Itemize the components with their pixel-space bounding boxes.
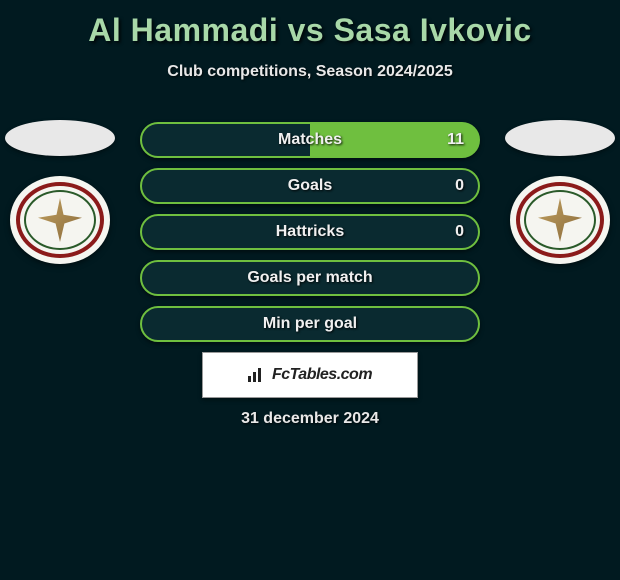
stat-label: Min per goal — [142, 315, 478, 333]
club-badge-emblem — [538, 198, 582, 242]
stat-row: Min per goal — [140, 306, 480, 342]
footer-brand-text: FcTables.com — [272, 366, 372, 384]
bar-chart-icon — [248, 368, 266, 382]
club-badge-emblem — [38, 198, 82, 242]
player-right-club-badge — [510, 176, 610, 264]
player-left-photo-placeholder — [5, 120, 115, 156]
stat-row: Matches11 — [140, 122, 480, 158]
player-left-club-badge — [10, 176, 110, 264]
stat-right-value: 11 — [447, 131, 464, 149]
stat-label: Matches — [142, 131, 478, 149]
stat-right-value: 0 — [455, 223, 464, 241]
page-title: Al Hammadi vs Sasa Ivkovic — [0, 0, 620, 49]
stat-label: Goals — [142, 177, 478, 195]
player-left-panel — [0, 120, 120, 264]
footer-brand-badge: FcTables.com — [202, 352, 418, 398]
stat-right-value: 0 — [455, 177, 464, 195]
stat-row: Goals0 — [140, 168, 480, 204]
stats-table: Matches11Goals0Hattricks0Goals per match… — [140, 122, 480, 352]
stat-row: Goals per match — [140, 260, 480, 296]
player-right-photo-placeholder — [505, 120, 615, 156]
stat-row: Hattricks0 — [140, 214, 480, 250]
player-right-panel — [500, 120, 620, 264]
footer-date: 31 december 2024 — [0, 410, 620, 428]
stat-label: Hattricks — [142, 223, 478, 241]
stat-label: Goals per match — [142, 269, 478, 287]
page-subtitle: Club competitions, Season 2024/2025 — [0, 63, 620, 81]
